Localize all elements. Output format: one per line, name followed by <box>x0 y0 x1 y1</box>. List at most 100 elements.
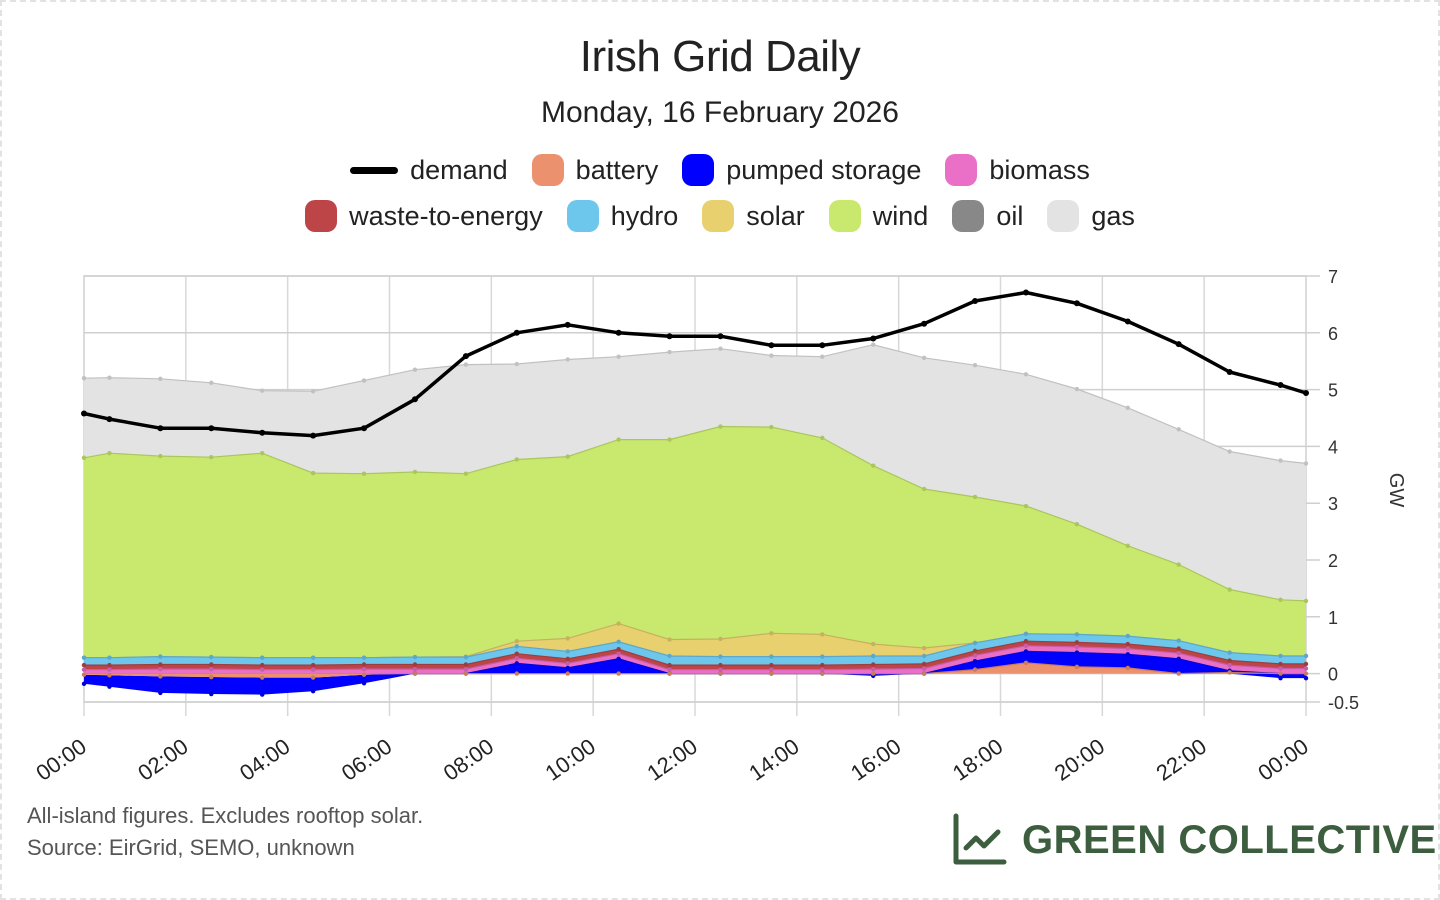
point-pumped-storage <box>158 690 163 696</box>
legend-item-biomass[interactable]: biomass <box>945 154 1090 186</box>
legend-label: biomass <box>989 154 1090 185</box>
point-biomass <box>1125 646 1130 651</box>
legend-item-oil[interactable]: oil <box>952 200 1023 232</box>
point-wind <box>871 463 876 468</box>
point-hydro <box>158 654 163 659</box>
point-gas <box>718 346 723 351</box>
point-pumped-storage <box>514 661 519 666</box>
point-wind <box>107 451 112 456</box>
point-biomass <box>921 666 927 671</box>
point-gas <box>1176 427 1181 432</box>
legend-row-2: waste-to-energy hydro solar wind oil gas <box>0 200 1440 232</box>
legend-swatch-biomass <box>945 154 978 186</box>
x-tick-label: 12:00 <box>642 734 701 786</box>
y-tick-label: 4 <box>1328 437 1338 457</box>
x-tick-label: 18:00 <box>948 734 1007 786</box>
area-negative-pumped-storage <box>84 673 1306 695</box>
legend-label: solar <box>746 200 805 231</box>
legend-label: wind <box>872 200 929 231</box>
point-biomass <box>820 667 825 672</box>
area-edge-waste-to-energy <box>84 640 1306 666</box>
point-waste-to-energy <box>361 662 367 667</box>
point-battery <box>1074 664 1080 669</box>
area-edge-biomass <box>84 645 1306 671</box>
brand-logo[interactable]: GREEN COLLECTIVE <box>952 812 1437 868</box>
point-pumped-storage <box>1303 675 1309 681</box>
point-waste-to-energy <box>158 662 163 667</box>
point-battery <box>1176 671 1181 676</box>
point-wind <box>972 494 978 500</box>
demand-point <box>1277 382 1284 389</box>
point-battery <box>463 671 469 676</box>
legend-swatch-battery <box>531 154 564 186</box>
point-biomass <box>412 666 418 672</box>
point-battery <box>260 675 265 680</box>
legend-item-pumped-storage[interactable]: pumped storage <box>682 154 921 186</box>
point-wind <box>820 435 825 441</box>
point-pumped-storage <box>616 656 621 662</box>
point-waste-to-energy <box>514 651 519 656</box>
point-gas <box>361 378 367 383</box>
point-hydro <box>616 639 621 644</box>
legend-item-solar[interactable]: solar <box>702 200 805 232</box>
demand-point <box>259 429 266 436</box>
legend-label: pumped storage <box>726 154 922 185</box>
demand-point <box>666 333 673 340</box>
point-biomass <box>1023 643 1029 648</box>
legend-item-waste-to-energy[interactable]: waste-to-energy <box>305 200 543 232</box>
y-tick-label: 6 <box>1328 324 1338 344</box>
point-wind <box>616 437 621 442</box>
legend-item-gas[interactable]: gas <box>1047 200 1135 232</box>
point-hydro <box>1074 632 1080 637</box>
legend-item-hydro[interactable]: hydro <box>566 200 678 232</box>
x-tick-label: 04:00 <box>235 734 294 786</box>
point-solar <box>667 637 672 642</box>
point-hydro <box>820 654 825 659</box>
point-pumped-storage <box>361 681 367 686</box>
point-gas <box>616 354 621 359</box>
x-tick-label: 22:00 <box>1152 734 1211 786</box>
point-gas <box>1074 386 1080 392</box>
demand-point <box>310 432 317 439</box>
point-waste-to-energy <box>1074 640 1080 645</box>
point-biomass <box>361 666 367 672</box>
demand-point <box>411 396 418 403</box>
point-hydro <box>107 655 112 660</box>
point-biomass <box>81 667 87 672</box>
area-wind <box>84 426 1306 658</box>
point-gas <box>1125 405 1130 410</box>
demand-point <box>1303 390 1309 397</box>
point-battery <box>1125 665 1130 671</box>
legend-item-demand[interactable]: demand <box>350 155 508 186</box>
x-tick-label: 20:00 <box>1050 734 1109 786</box>
point-wind <box>769 424 774 430</box>
legend-item-wind[interactable]: wind <box>828 200 929 232</box>
point-waste-to-energy <box>1125 641 1130 647</box>
demand-point <box>513 329 520 336</box>
point-wind <box>1023 503 1029 509</box>
point-battery <box>412 671 418 676</box>
demand-point <box>106 416 113 423</box>
legend-item-battery[interactable]: battery <box>531 154 658 186</box>
point-waste-to-energy <box>769 662 774 668</box>
point-waste-to-energy <box>667 662 672 668</box>
point-waste-to-energy <box>1303 661 1309 667</box>
brand-name: GREEN COLLECTIVE <box>1022 817 1437 862</box>
point-solar <box>616 621 621 626</box>
legend-swatch-hydro <box>566 200 599 232</box>
point-gas <box>871 342 876 347</box>
point-waste-to-energy <box>260 662 265 668</box>
x-tick-label: 02:00 <box>133 734 192 786</box>
point-waste-to-energy <box>412 662 418 667</box>
x-tick-label: 06:00 <box>337 734 396 786</box>
point-pumped-storage <box>107 684 112 689</box>
demand-point <box>1175 341 1182 348</box>
point-pumped-storage <box>81 681 87 687</box>
point-wind <box>81 455 87 460</box>
point-pumped-storage <box>565 665 570 671</box>
point-hydro <box>667 653 672 659</box>
point-gas <box>1227 449 1232 454</box>
y-tick-label: 7 <box>1328 267 1338 287</box>
